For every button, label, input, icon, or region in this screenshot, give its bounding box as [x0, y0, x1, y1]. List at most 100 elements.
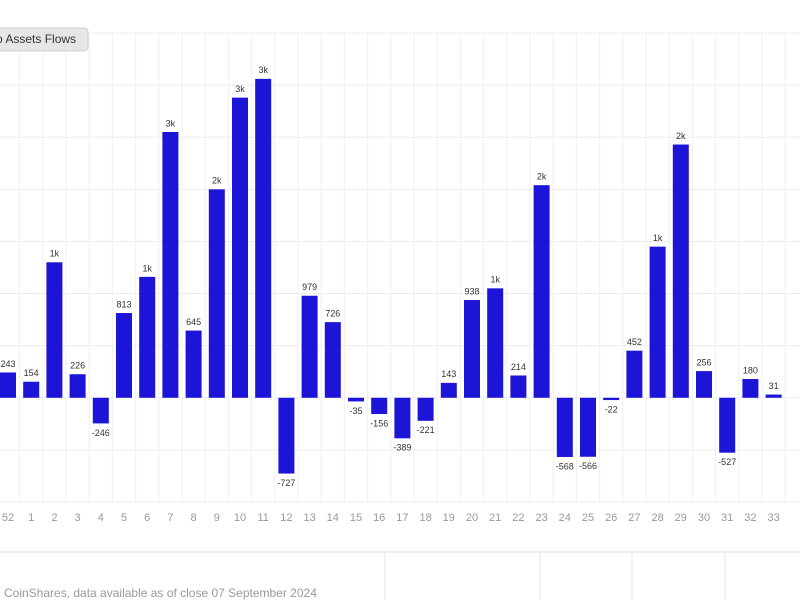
x-tick-label: 19: [443, 512, 455, 524]
bar: [92, 397, 109, 424]
source-note: CoinShares, data available as of close 0…: [4, 586, 317, 600]
value-label: 726: [325, 308, 340, 318]
value-label: 1k: [142, 263, 152, 273]
value-label: 180: [743, 365, 758, 375]
value-label: 938: [464, 286, 479, 296]
x-tick-label: 25: [582, 512, 594, 524]
bar: [580, 397, 596, 457]
x-tick-label: 9: [214, 512, 220, 524]
bar: [208, 189, 225, 398]
bar: [533, 185, 550, 398]
x-tick-label: 32: [744, 512, 756, 524]
x-tick-label: 7: [167, 512, 173, 524]
value-label: 1k: [653, 233, 663, 243]
bar: [371, 397, 388, 415]
x-tick-label: 24: [559, 512, 571, 524]
x-tick-label: 17: [396, 512, 408, 524]
bar: [139, 276, 156, 398]
x-tick-label: 15: [350, 512, 362, 524]
bar: [116, 313, 132, 398]
x-tick-label: 23: [535, 512, 547, 524]
x-tick-label: 6: [144, 512, 150, 524]
value-label: 813: [116, 299, 131, 309]
value-label: 3k: [258, 65, 268, 75]
value-label: 979: [302, 282, 317, 292]
value-label: -727: [277, 478, 295, 488]
bar: [46, 262, 63, 398]
bar: [649, 246, 666, 398]
bar: [440, 382, 457, 398]
x-tick-label: 21: [489, 512, 501, 524]
bar: [0, 372, 16, 398]
x-tick-label: 28: [651, 512, 663, 524]
value-label: 214: [511, 362, 526, 372]
x-tick-label: 3: [75, 512, 81, 524]
bar: [23, 381, 40, 398]
x-tick-label: 8: [191, 512, 197, 524]
x-tick-label: 18: [419, 512, 431, 524]
bar: [324, 322, 341, 398]
bar: [278, 397, 295, 474]
x-tick-label: 31: [721, 512, 733, 524]
bar: [394, 397, 411, 439]
bar: [185, 330, 202, 398]
value-label: 226: [70, 361, 85, 371]
x-tick-label: 30: [698, 512, 710, 524]
value-label: 645: [186, 317, 201, 327]
bar: [301, 295, 318, 398]
value-label: -527: [718, 457, 736, 467]
chart-title: o Assets Flows: [0, 32, 76, 46]
value-label: 154: [24, 368, 39, 378]
value-label: 256: [696, 357, 711, 367]
value-label: 143: [441, 369, 456, 379]
value-label: 243: [0, 359, 15, 369]
x-tick-label: 13: [303, 512, 315, 524]
bar: [348, 397, 364, 402]
value-label: 3k: [166, 118, 176, 128]
x-tick-label: 27: [628, 512, 640, 524]
bar: [672, 144, 689, 398]
bars: 52243115421k32264-246581361k73k864592k10…: [0, 65, 782, 524]
x-tick-label: 33: [767, 512, 779, 524]
x-tick-label: 14: [327, 512, 339, 524]
x-tick-label: 29: [675, 512, 687, 524]
value-label: -246: [92, 428, 110, 438]
value-label: -22: [605, 404, 618, 414]
value-label: 452: [627, 337, 642, 347]
title-box: [0, 27, 89, 52]
value-label: 2k: [212, 176, 222, 186]
bar: [742, 379, 759, 398]
value-label: 2k: [676, 131, 686, 141]
bar: [69, 374, 86, 398]
x-tick-label: 20: [466, 512, 478, 524]
bar: [417, 397, 434, 421]
value-label: -568: [556, 461, 574, 471]
bar: [487, 288, 504, 398]
bar: [255, 78, 272, 398]
bar: [464, 300, 480, 398]
value-label: -566: [579, 461, 597, 471]
bar: [719, 397, 736, 453]
bar: [765, 394, 782, 398]
x-tick-label: 4: [98, 512, 104, 524]
bar: [232, 97, 248, 398]
value-label: 31: [769, 381, 779, 391]
x-tick-label: 1: [28, 512, 34, 524]
x-tick-label: 16: [373, 512, 385, 524]
value-label: -35: [349, 406, 362, 416]
bar: [696, 371, 712, 398]
bar: [603, 397, 620, 401]
x-tick-label: 12: [280, 512, 292, 524]
value-label: -156: [370, 418, 388, 428]
bar: [162, 132, 179, 398]
grid: [0, 32, 800, 503]
value-label: 1k: [50, 249, 60, 259]
bar: [556, 397, 573, 457]
bar: [626, 350, 643, 398]
value-label: -221: [417, 425, 435, 435]
x-tick-label: 5: [121, 512, 127, 524]
value-label: 2k: [537, 172, 547, 182]
x-tick-label: 22: [512, 512, 524, 524]
value-label: -389: [393, 443, 411, 453]
